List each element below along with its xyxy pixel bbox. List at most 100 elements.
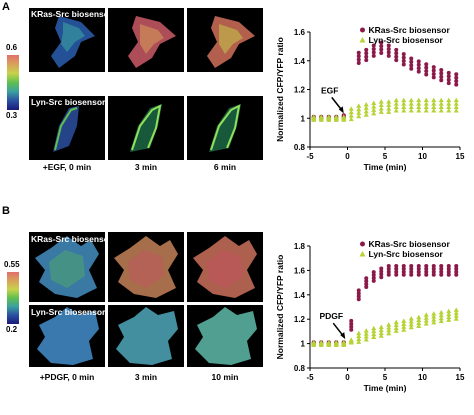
chart-a-kras-point (379, 47, 384, 52)
chart-b-kras-point (379, 266, 384, 271)
chart-a-lyn-point (446, 107, 452, 113)
micrograph-a-kras-6 (187, 8, 263, 72)
chart-a-lyn-point (431, 101, 437, 106)
chart-a-ytick-label-0: 0.8 (294, 143, 306, 152)
chart-b-kras-point (439, 272, 444, 277)
chart-a-lyn-point (348, 109, 354, 115)
chart-a-lyn-point (363, 101, 369, 107)
chart-b-kras-point (349, 327, 354, 332)
chart-a-kras-point (439, 78, 444, 83)
colorbar-max-a: 0.6 (6, 43, 18, 52)
chart-b-kras-point (371, 278, 376, 283)
chart-b-kras-point (446, 269, 451, 274)
chart-b-lyn-point (416, 323, 422, 329)
chart-b-kras-point (454, 272, 459, 277)
chart-b-lyn-point (371, 334, 377, 340)
chart-a-lyn-point (438, 107, 444, 113)
chart-a-kras-point (394, 58, 399, 63)
micrograph-b-kras-0 (29, 232, 105, 302)
chart-a-kras-point (454, 79, 459, 84)
chart-a-lyn-point (453, 107, 459, 113)
chart-a-lyn-point (386, 99, 392, 104)
chart-a-kras-point (454, 75, 459, 80)
chart-b-ytick-label-1: 1 (301, 340, 306, 349)
chart-a-lyn-point (401, 97, 407, 103)
chart-b-kras-point (364, 282, 369, 287)
chart-a-annotation: EGF (321, 85, 338, 95)
chart-b-lyn-point (393, 328, 399, 333)
chart-a-lyn-point (356, 110, 362, 115)
chart-a-kras-point (371, 46, 376, 51)
chart-b-lyn-point (326, 339, 332, 345)
chart-b-lyn-point (453, 310, 459, 315)
chart-a-lyn-point (393, 107, 399, 113)
chart-a-lyn-point (438, 101, 444, 106)
chart-b-kras-point (416, 272, 421, 277)
chart-b-lyn-point (356, 336, 362, 341)
chart-b-lyn-point (446, 317, 452, 322)
chart-a-lyn-point (356, 113, 362, 119)
chart-a-lyn-point (438, 104, 444, 110)
chart-b-lyn-point (341, 339, 347, 345)
chart-b-kras-point (431, 269, 436, 274)
chart-b-kras-point (431, 272, 436, 277)
chart-a-kras-point (401, 52, 406, 57)
colorbar-min-a: 0.3 (6, 111, 18, 120)
chart-b-lyn-point (348, 337, 354, 342)
chart-b-kras-point (401, 272, 406, 277)
chart-a-kras-point (431, 75, 436, 80)
chart-a-kras-point (446, 74, 451, 79)
chart-b-kras-point (349, 318, 354, 323)
chart-b-kras-point (439, 264, 444, 269)
chart-a-lyn-point (408, 97, 414, 103)
chart-b-lyn-point (371, 328, 377, 334)
chart-a-kras-point (386, 43, 391, 48)
chart-b-kras-point (371, 270, 376, 275)
chart-b-kras-point (349, 324, 354, 329)
chart-b-kras-point (379, 272, 384, 277)
chart-b-lyn-point (438, 315, 444, 321)
chart-b-lyn-point (393, 322, 399, 328)
chart-b-lyn-point (378, 324, 384, 330)
chart-b-lyn-point (408, 324, 414, 330)
chart-b-lyn-point (416, 314, 422, 320)
chart-a-xtick-label-2: 5 (383, 152, 388, 161)
chart-b-lyn-point (356, 333, 362, 339)
chart-a-kras-point (424, 65, 429, 70)
chart-a-ylabel: Normalized CFP/YFP ratio (275, 37, 285, 142)
chart-b-lyn-point (446, 314, 452, 320)
chart-b-lyn-point (356, 330, 362, 336)
chart-a-lyn-point (416, 107, 422, 113)
chart-b-kras-point (401, 266, 406, 271)
chart-a-kras-point (424, 69, 429, 74)
colorbar-b (7, 272, 19, 324)
chart-b-kras-point (424, 264, 429, 269)
chart-a-kras-point (416, 69, 421, 74)
row-label-a-kras: KRas-Src biosensor (31, 9, 113, 19)
chart-a-lyn-point (408, 104, 414, 110)
time-label-a-0: +EGF, 0 min (42, 162, 92, 172)
chart-b-lyn-point (438, 309, 444, 315)
chart-b-kras-point (446, 264, 451, 269)
chart-a-lyn-point (423, 101, 429, 106)
chart-b-lyn-point (431, 314, 437, 319)
chart-b-lyn-point (318, 339, 324, 345)
chart-b-lyn-point (423, 318, 429, 323)
chart-b-lyn-point (386, 330, 392, 336)
chart-b-lyn-point (401, 327, 407, 332)
chart-a-kras-point (356, 61, 361, 66)
chart-a-xtick-label-0: -5 (306, 152, 314, 161)
chart-a-kras-point (401, 59, 406, 64)
chart-b-kras-point (454, 269, 459, 274)
time-label-a-2: 6 min (213, 162, 237, 172)
chart-a-xlabel: Time (min) (364, 162, 407, 172)
chart-a-ytick-label-4: 1.6 (294, 28, 306, 37)
chart-b-kras-point (416, 269, 421, 274)
chart-a-kras-point (364, 58, 369, 63)
chart-a-kras-point (431, 71, 436, 76)
chart-b-kras-point (424, 269, 429, 274)
chart-a-lyn-point (378, 105, 384, 111)
chart-a-kras-point (364, 54, 369, 59)
chart-a-kras-point (431, 65, 436, 70)
chart-a-xtick-label-4: 15 (456, 152, 465, 161)
